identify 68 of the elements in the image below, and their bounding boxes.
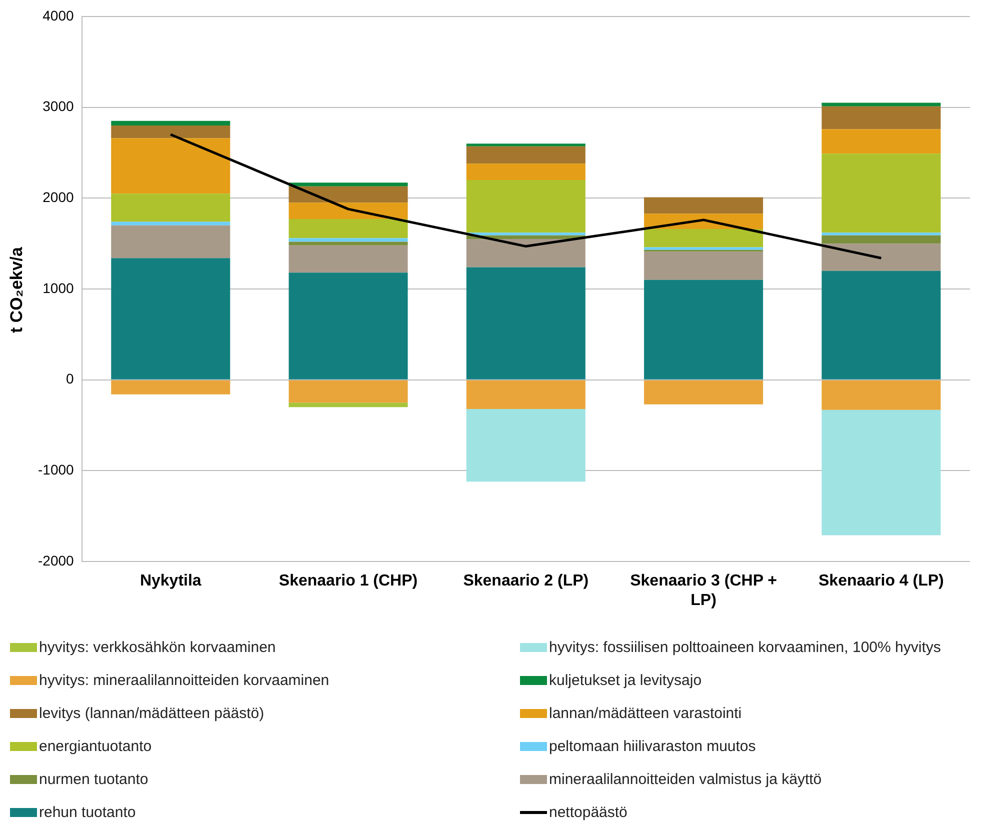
y-tick-label: 0 xyxy=(66,370,74,387)
bar xyxy=(466,164,586,180)
legend-label: mineraalilannoitteiden valmistus ja käyttö xyxy=(549,770,822,788)
bar xyxy=(822,232,941,236)
x-tick-label: Nykytila xyxy=(140,572,202,590)
legend-label: energiantuotanto xyxy=(39,738,152,754)
bar xyxy=(111,225,230,258)
bar xyxy=(644,380,764,404)
bar xyxy=(822,244,941,271)
x-tick-label: Skenaario 3 (CHP + LP) xyxy=(630,572,777,609)
bar xyxy=(644,247,764,250)
bar xyxy=(288,219,408,238)
bar xyxy=(466,408,586,482)
bar xyxy=(822,129,941,154)
y-axis-title: t CO₂ekv/a xyxy=(7,247,27,333)
bar xyxy=(111,258,230,380)
legend-label: lannan/mädätteen varastointi xyxy=(549,704,742,722)
bar xyxy=(288,238,408,242)
bar xyxy=(466,180,586,233)
legend-label: hyvitys: fossiilisen polttoaineen korvaaminen, 100% hyvitys xyxy=(549,638,941,656)
bar xyxy=(822,270,941,380)
legend-label: nurmen tuotanto xyxy=(39,770,148,788)
legend-label: peltomaan hiilivaraston muutos xyxy=(549,738,756,754)
bar xyxy=(466,380,586,409)
x-tick-label: Skenaario 1 (CHP) xyxy=(278,572,418,590)
legend-label: kuljetukset ja levitysajo xyxy=(549,672,702,688)
y-tick-label: 2000 xyxy=(42,188,74,205)
bar xyxy=(111,380,230,394)
bar xyxy=(466,239,586,268)
bar xyxy=(644,280,764,380)
y-tick-label: 3000 xyxy=(42,98,74,114)
bar xyxy=(822,410,941,536)
bar xyxy=(111,120,230,126)
legend-label: levitys (lannan/mädätteen päästö) xyxy=(39,704,264,722)
legend-label: hyvitys: verkkosähkön korvaaminen xyxy=(39,638,276,656)
bar xyxy=(288,242,408,246)
bar xyxy=(111,138,230,194)
x-tick-label: Skenaario 4 (LP) xyxy=(818,572,944,590)
bar xyxy=(644,229,764,248)
y-tick-label: -2000 xyxy=(38,552,74,568)
bar xyxy=(466,267,586,380)
y-tick-label: 4000 xyxy=(42,7,74,24)
x-tick-label: Skenaario 2 (LP) xyxy=(463,572,589,590)
bar xyxy=(466,232,586,236)
y-tick-label: 1000 xyxy=(42,280,74,296)
bar xyxy=(111,194,230,222)
bar xyxy=(466,146,586,164)
bar xyxy=(822,154,941,233)
bar xyxy=(644,252,764,280)
bar xyxy=(466,144,586,146)
bar xyxy=(288,182,408,186)
y-tick-label: -1000 xyxy=(38,462,74,478)
bar xyxy=(111,125,230,138)
bar xyxy=(644,197,764,214)
bar xyxy=(111,222,230,226)
bar xyxy=(288,202,408,220)
bar xyxy=(288,245,408,273)
bar xyxy=(822,380,941,410)
legend-label: rehun tuotanto xyxy=(39,804,136,820)
bar xyxy=(288,186,408,203)
legend-label: hyvitys: mineraalilannoitteiden korvaaminen xyxy=(39,672,330,688)
legend-label: nettopäästö xyxy=(549,804,628,820)
bar xyxy=(822,106,941,130)
bar xyxy=(288,272,408,380)
bar xyxy=(288,402,408,408)
bar xyxy=(288,380,408,403)
bar xyxy=(822,102,941,106)
bar xyxy=(822,235,941,244)
